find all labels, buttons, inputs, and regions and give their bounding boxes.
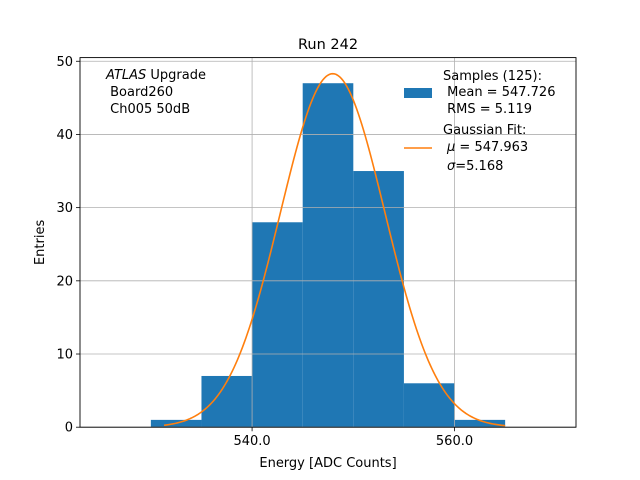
annotation-experiment: ATLAS <box>105 68 146 83</box>
y-tick-label-3: 30 <box>56 201 73 216</box>
gaussian-fit-curve <box>163 72 506 427</box>
histogram-bar-5 <box>403 383 455 428</box>
plot-frame <box>79 57 577 428</box>
legend: Samples (125): Mean = 547.726 RMS = 5.11… <box>404 69 555 174</box>
annotation-upgrade: Upgrade <box>146 68 206 83</box>
legend-rms: RMS = 5.119 <box>443 102 532 117</box>
histogram-bar-4 <box>353 171 404 428</box>
legend-histogram-swatch <box>404 88 432 98</box>
y-tick-label-1: 10 <box>56 348 73 363</box>
y-tick-label-5: 50 <box>56 55 73 70</box>
y-tick-label-4: 40 <box>56 128 73 143</box>
legend-fit-mu: μ = 547.963 <box>446 140 528 155</box>
annotation-line-1: ATLAS Upgrade <box>105 68 206 83</box>
legend-mu-symbol: μ <box>446 140 455 155</box>
legend-fit-title: Gaussian Fit: <box>443 123 526 138</box>
legend-samples-count: Samples (125): <box>443 69 542 84</box>
legend-mean: Mean = 547.726 <box>443 85 555 100</box>
legend-mu-value: = 547.963 <box>455 140 528 155</box>
histogram-bar-1 <box>201 375 253 428</box>
y-tick-label-0: 0 <box>65 421 73 436</box>
x-axis-label: Energy [ADC Counts] <box>259 456 396 471</box>
legend-sigma-symbol: σ <box>447 159 456 174</box>
histogram-bar-6 <box>454 419 506 428</box>
legend-fit-sigma: σ=5.168 <box>447 159 503 174</box>
y-axis-label: Entries <box>33 220 48 266</box>
x-tick-label-1: 560.0 <box>436 434 473 449</box>
annotation-channel: Ch005 50dB <box>106 102 190 117</box>
histogram-bar-3 <box>302 83 354 428</box>
histogram-bar-2 <box>252 222 303 428</box>
y-axis-ticks: 0 10 20 30 40 50 <box>56 55 80 436</box>
chart-title: Run 242 <box>298 37 358 53</box>
histogram-bars <box>150 83 506 428</box>
y-tick-label-2: 20 <box>56 274 73 289</box>
x-axis-ticks: 540.0 560.0 <box>233 427 473 449</box>
info-annotation: ATLAS Upgrade Board260 Ch005 50dB <box>105 68 206 117</box>
legend-sigma-value: =5.168 <box>455 159 503 174</box>
x-tick-label-0: 540.0 <box>233 434 270 449</box>
annotation-board: Board260 <box>106 85 173 100</box>
